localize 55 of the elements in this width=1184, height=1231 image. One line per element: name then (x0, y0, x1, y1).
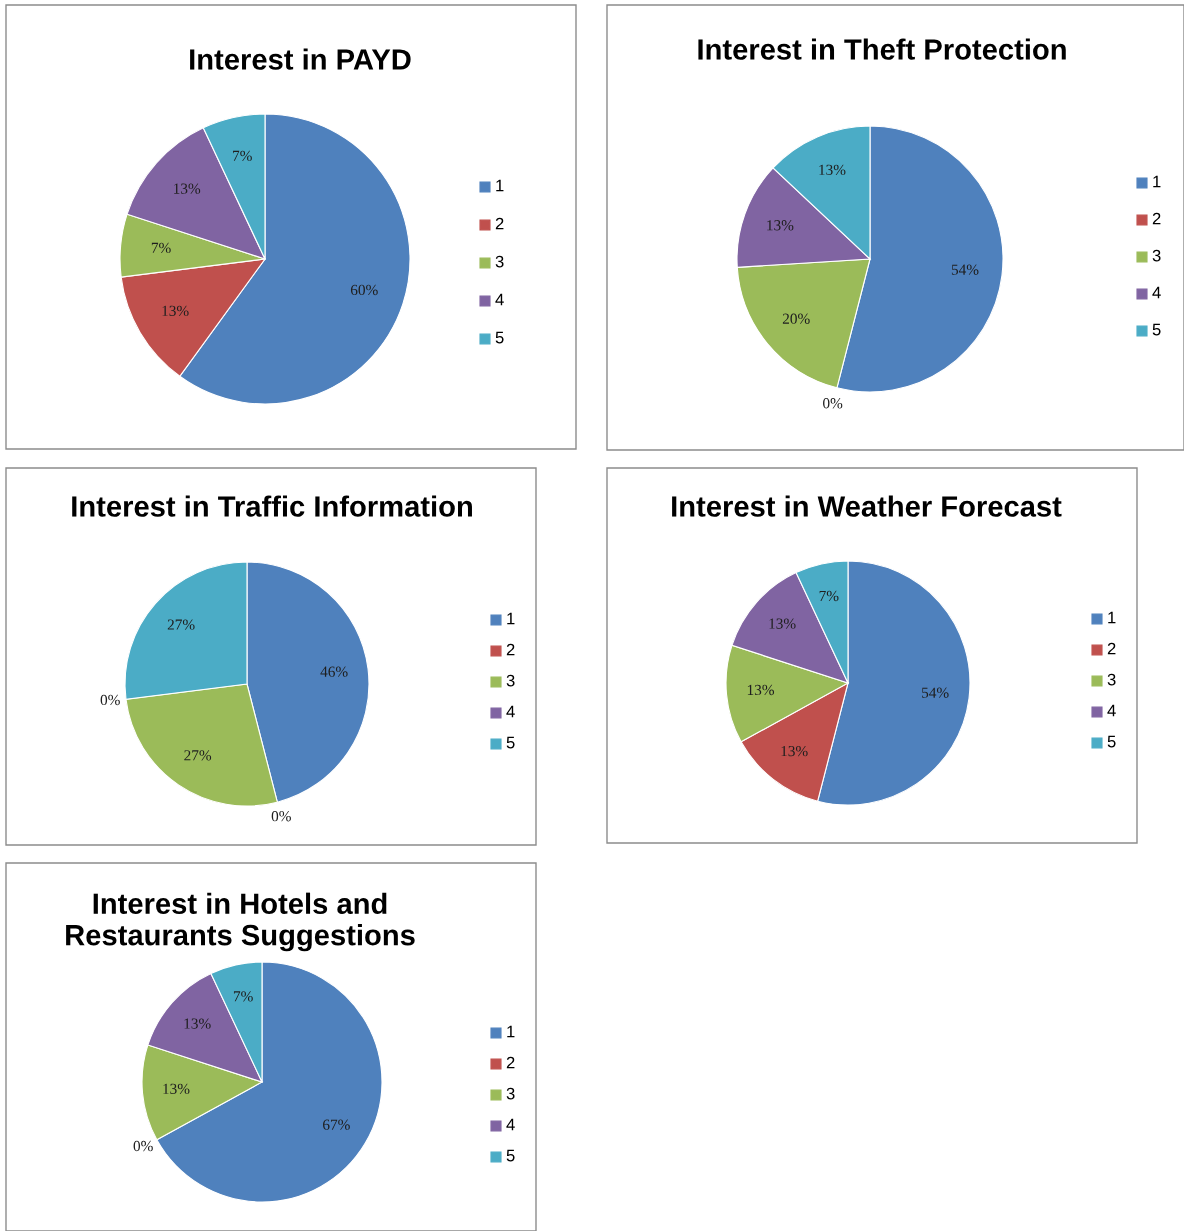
data-label: 13% (163, 1083, 190, 1095)
data-label: 7% (233, 150, 252, 161)
data-label: 13% (781, 745, 808, 757)
legend-label: 4 (1152, 286, 1161, 299)
legend-label: 4 (506, 705, 515, 718)
legend-label: 2 (1152, 212, 1161, 225)
data-label: 13% (769, 618, 796, 629)
data-label: 60% (350, 284, 378, 296)
chart-title: Interest in Hotels and Restaurants Suggestions (66, 892, 415, 952)
text: 0% (133, 1140, 153, 1152)
data-label: 54% (951, 264, 979, 275)
legend-label: 5 (1152, 323, 1161, 336)
legend-label: 4 (495, 293, 504, 306)
legend-label: 2 (1107, 642, 1116, 655)
chart-title: Interest in PAYD (190, 48, 411, 70)
legend-label: 1 (507, 612, 515, 625)
legend-label: 5 (1107, 735, 1116, 748)
data-label: 13% (184, 1018, 211, 1029)
chart-title: Interest in Theft Protection (698, 38, 1066, 60)
data-label: 27% (184, 750, 212, 761)
legend-label: 1 (496, 179, 504, 192)
data-label: 27% (167, 619, 195, 630)
legend-label: 3 (1107, 673, 1116, 686)
data-label: 13% (819, 164, 846, 175)
text: 0% (271, 811, 291, 822)
text: 0% (823, 398, 843, 409)
legend-label: 5 (495, 331, 504, 344)
data-label: 13% (162, 305, 189, 317)
legend-label: 2 (506, 643, 515, 656)
legend-label: 1 (1153, 175, 1161, 188)
data-label: 54% (922, 687, 949, 698)
legend-label: 1 (1108, 611, 1116, 624)
data-label: 20% (782, 313, 810, 324)
data-label: 7% (151, 242, 171, 254)
legend-label: 3 (506, 674, 515, 687)
data-label: 13% (767, 220, 794, 231)
text: 0% (100, 694, 120, 706)
legend-label: 3 (506, 1087, 515, 1100)
data-label: 7% (819, 590, 839, 602)
data-label: 13% (174, 183, 201, 194)
chart-title: Interest in Traffic Information (72, 495, 472, 517)
data-label: 46% (320, 666, 348, 677)
legend-label: 1 (507, 1025, 515, 1038)
legend-label: 5 (506, 736, 515, 749)
data-label: 67% (323, 1119, 350, 1130)
legend-label: 2 (506, 1056, 515, 1069)
legend-label: 3 (1152, 249, 1161, 262)
data-label: 13% (747, 684, 775, 696)
chart-title: Interest in Weather Forecast (672, 495, 1062, 517)
legend-label: 5 (506, 1149, 515, 1162)
data-label: 7% (233, 991, 253, 1002)
legend-label: 2 (495, 217, 504, 230)
legend-label: 4 (1107, 704, 1116, 717)
legend-label: 4 (506, 1118, 515, 1131)
legend-label: 3 (495, 255, 504, 268)
